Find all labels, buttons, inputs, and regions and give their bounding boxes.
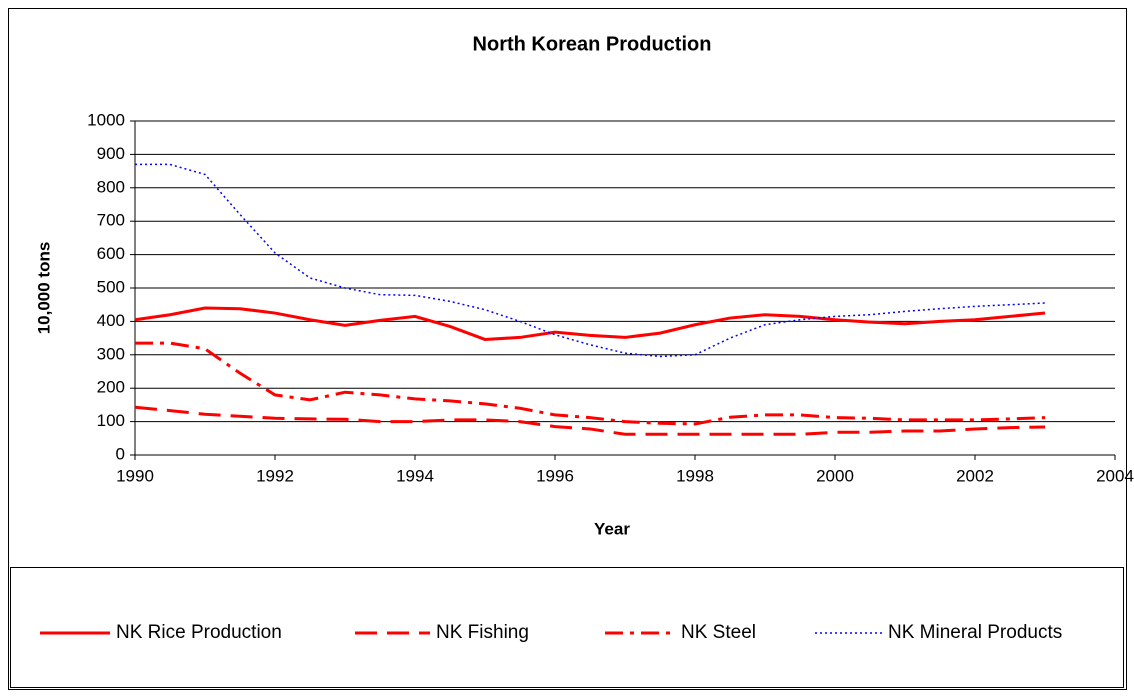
y-tick-label: 0 — [116, 444, 125, 463]
x-tick-label: 2000 — [816, 466, 854, 485]
series-line — [135, 341, 1046, 426]
x-tick-label: 2004 — [1096, 466, 1134, 485]
y-tick-label: 300 — [97, 344, 125, 363]
series-line — [135, 163, 1046, 358]
y-tick-label: 500 — [97, 277, 125, 296]
series-line — [134, 405, 1046, 436]
y-axis-label: 10,000 tons — [34, 242, 53, 335]
y-tick-label: 200 — [97, 378, 125, 397]
legend-label: NK Steel — [681, 622, 756, 643]
legend-label: NK Rice Production — [116, 622, 282, 643]
series-line — [134, 306, 1046, 341]
x-tick-label: 1996 — [536, 466, 574, 485]
legend-label: NK Fishing — [436, 622, 529, 643]
y-tick-label: 800 — [97, 177, 125, 196]
x-tick-label: 1998 — [676, 466, 714, 485]
y-tick-label: 600 — [97, 244, 125, 263]
x-tick-label: 1994 — [396, 466, 434, 485]
legend-box — [10, 567, 1124, 688]
x-axis-label: Year — [594, 519, 630, 538]
x-tick-label: 1992 — [256, 466, 294, 485]
y-tick-label: 100 — [97, 411, 125, 430]
y-tick-label: 1000 — [87, 110, 125, 129]
y-tick-label: 900 — [97, 144, 125, 163]
chart-title: North Korean Production — [473, 33, 712, 55]
x-tick-label: 2002 — [956, 466, 994, 485]
x-tick-label: 1990 — [116, 466, 154, 485]
y-tick-label: 700 — [97, 211, 125, 230]
y-tick-label: 400 — [97, 311, 125, 330]
legend-label: NK Mineral Products — [888, 622, 1062, 643]
